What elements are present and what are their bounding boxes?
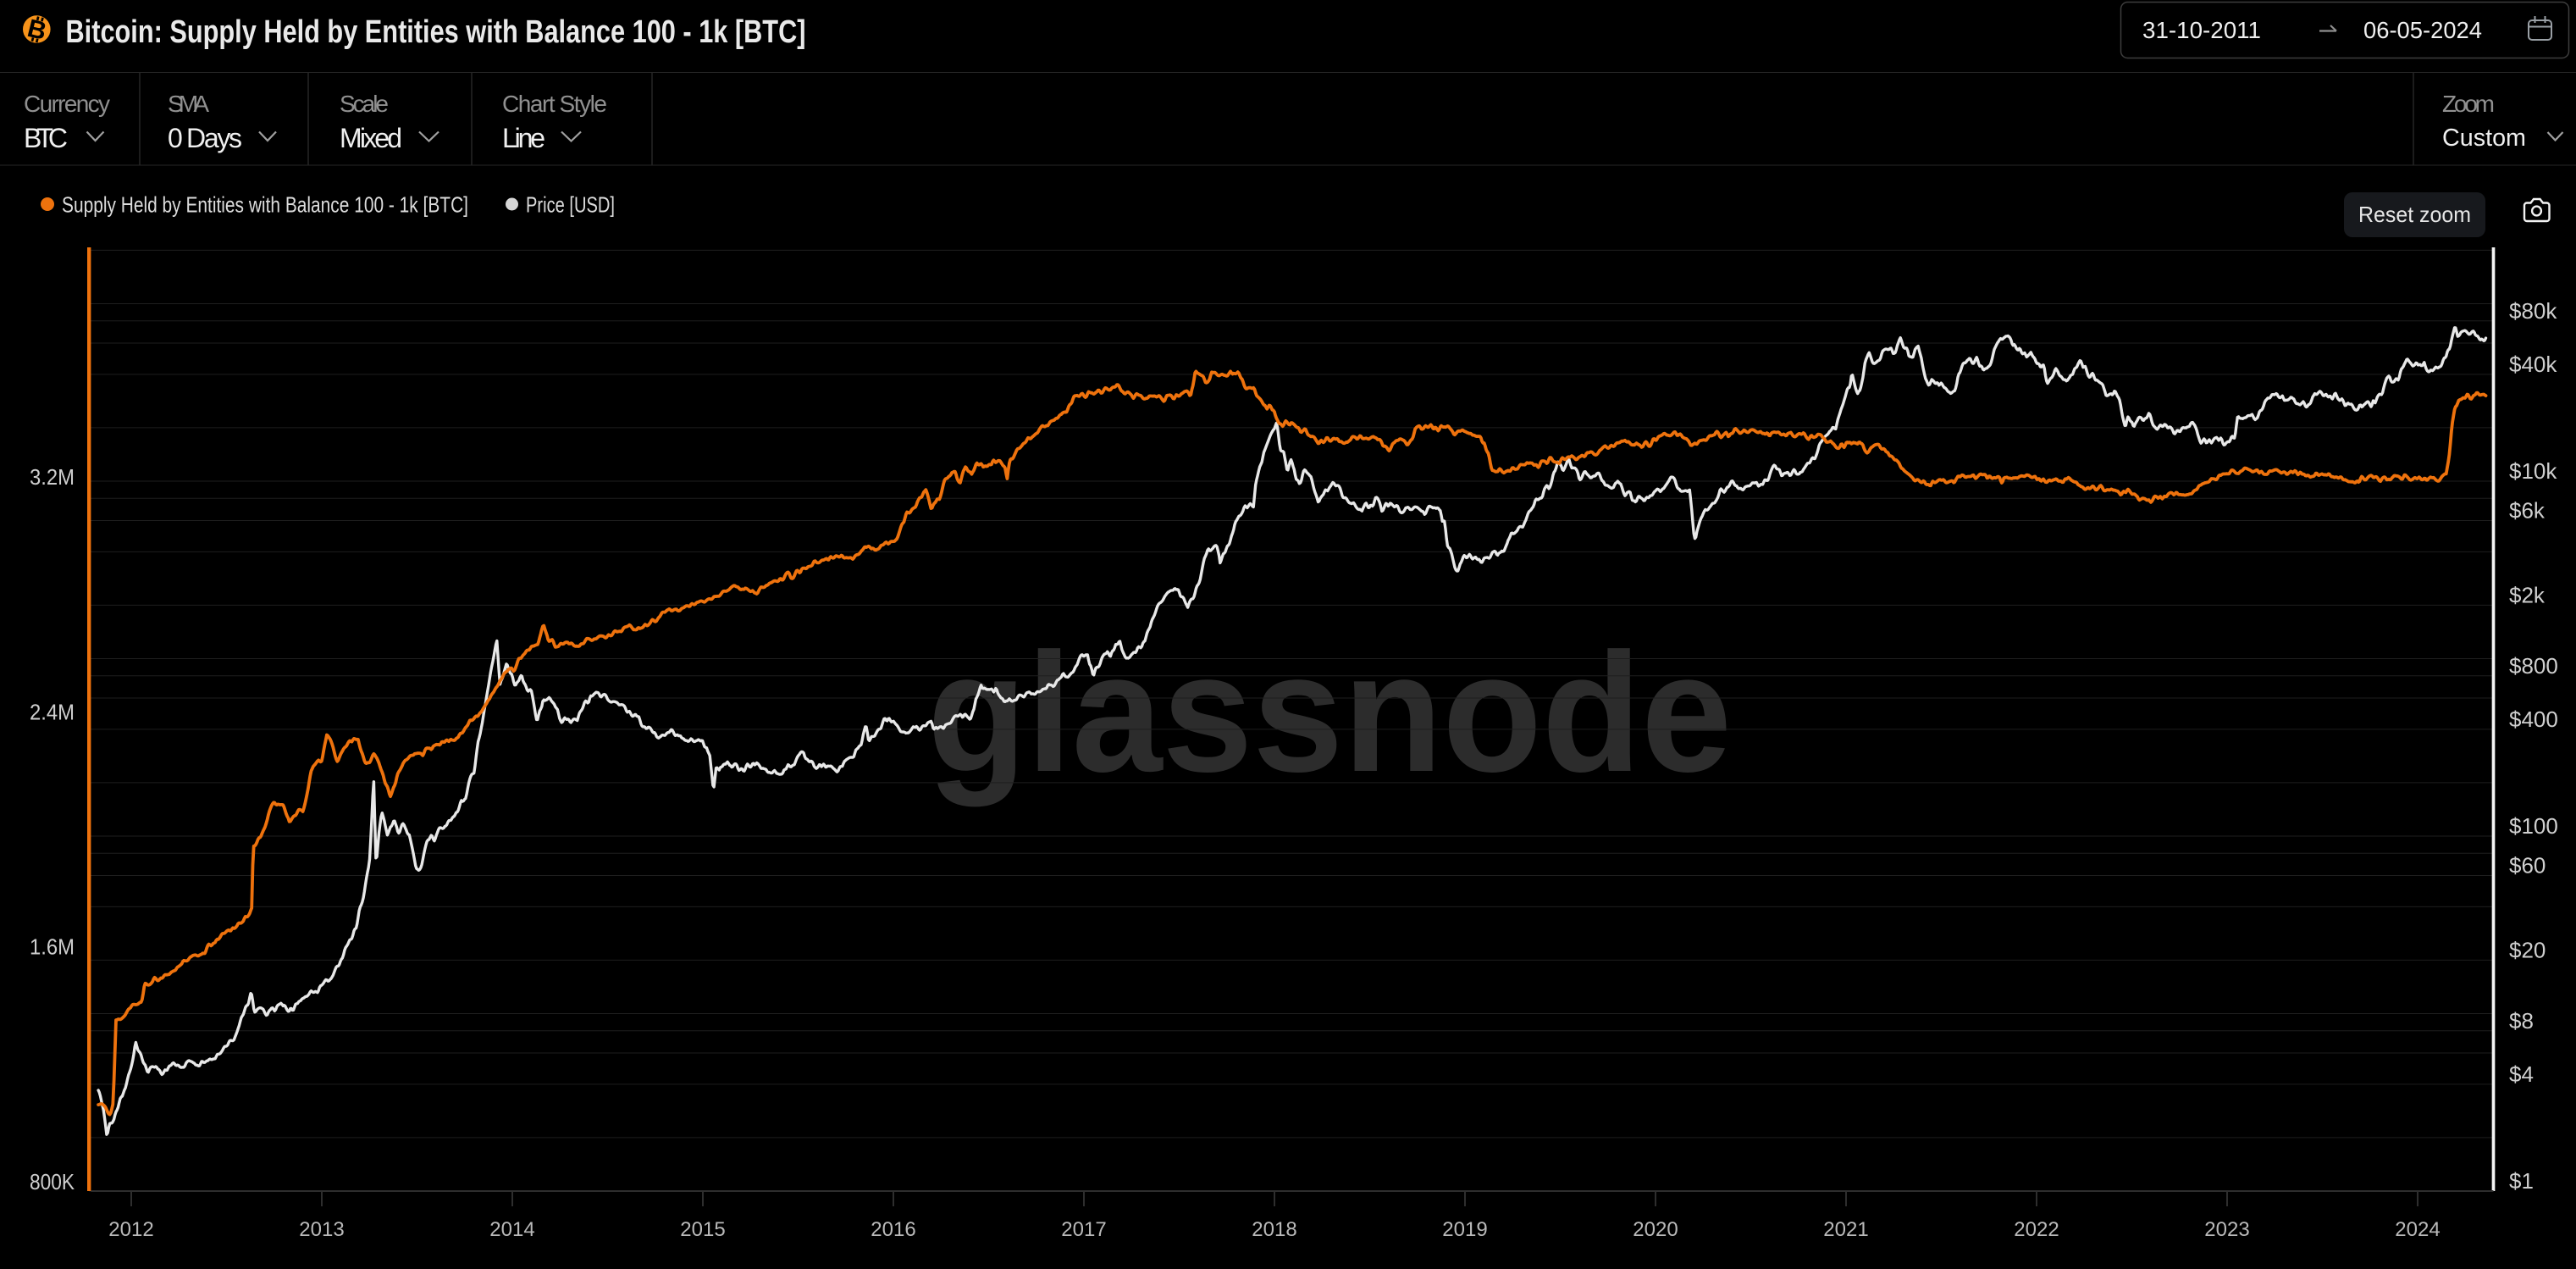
svg-text:$80k: $80k (2509, 298, 2557, 324)
svg-text:3.2M: 3.2M (30, 464, 75, 490)
svg-text:2018: 2018 (1252, 1218, 1296, 1241)
svg-text:$1: $1 (2509, 1168, 2534, 1194)
svg-text:Line: Line (502, 123, 545, 153)
svg-text:$60: $60 (2509, 853, 2546, 878)
svg-text:Bitcoin: Supply Held by Entiti: Bitcoin: Supply Held by Entities with Ba… (66, 14, 806, 50)
svg-text:Scale: Scale (340, 91, 389, 117)
svg-text:2012: 2012 (108, 1218, 153, 1241)
svg-text:Zoom: Zoom (2442, 91, 2495, 117)
svg-text:glassnode: glassnode (927, 618, 1732, 807)
svg-text:2019: 2019 (1442, 1218, 1487, 1241)
svg-text:800K: 800K (30, 1169, 75, 1194)
svg-text:Reset zoom: Reset zoom (2358, 202, 2471, 227)
svg-text:2015: 2015 (680, 1218, 725, 1241)
svg-text:2014: 2014 (489, 1218, 534, 1241)
svg-text:$100: $100 (2509, 813, 2558, 839)
svg-text:$20: $20 (2509, 937, 2546, 962)
svg-text:Currency: Currency (24, 91, 110, 117)
svg-text:2016: 2016 (871, 1218, 915, 1241)
svg-text:Price [USD]: Price [USD] (526, 192, 615, 218)
svg-text:2.4M: 2.4M (30, 699, 75, 724)
svg-text:$10k: $10k (2509, 458, 2557, 484)
svg-text:$4: $4 (2509, 1061, 2534, 1087)
svg-text:Mixed: Mixed (340, 123, 402, 153)
svg-text:Supply Held by Entities with B: Supply Held by Entities with Balance 100… (62, 192, 468, 218)
svg-text:2021: 2021 (1823, 1218, 1868, 1241)
svg-text:1.6M: 1.6M (30, 934, 75, 960)
svg-text:06-05-2024: 06-05-2024 (2363, 17, 2482, 43)
svg-text:$6k: $6k (2509, 498, 2546, 524)
svg-text:$8: $8 (2509, 1008, 2534, 1033)
svg-text:SMA: SMA (168, 91, 209, 117)
svg-text:2022: 2022 (2014, 1218, 2059, 1241)
svg-text:BTC: BTC (24, 123, 68, 153)
svg-text:Chart Style: Chart Style (502, 91, 607, 117)
svg-text:2024: 2024 (2395, 1218, 2440, 1241)
svg-text:2017: 2017 (1061, 1218, 1106, 1241)
svg-text:$400: $400 (2509, 707, 2558, 732)
svg-text:31-10-2011: 31-10-2011 (2142, 17, 2261, 43)
svg-text:Custom: Custom (2442, 125, 2526, 152)
svg-text:2013: 2013 (299, 1218, 344, 1241)
svg-text:2020: 2020 (1633, 1218, 1678, 1241)
svg-text:$800: $800 (2509, 653, 2558, 679)
svg-text:0 Days: 0 Days (168, 123, 242, 153)
svg-text:2023: 2023 (2204, 1218, 2249, 1241)
svg-text:$2k: $2k (2509, 582, 2546, 607)
svg-text:$40k: $40k (2509, 352, 2557, 377)
